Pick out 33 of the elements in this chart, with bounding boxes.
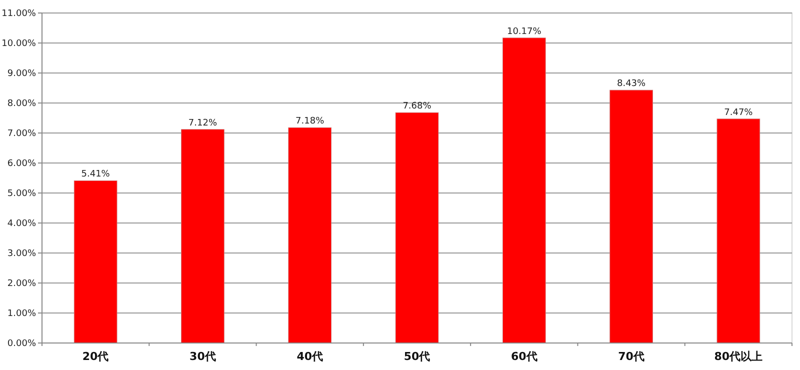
data-label: 7.12%	[188, 118, 218, 128]
y-tick-label: 1.00%	[7, 309, 36, 320]
x-tick-label: 20代	[82, 350, 109, 363]
data-label: 7.47%	[724, 108, 754, 118]
data-label: 7.68%	[402, 102, 432, 112]
x-tick-label: 70代	[618, 350, 644, 363]
data-label: 7.18%	[296, 116, 325, 127]
bar	[181, 129, 224, 344]
data-label: 5.41%	[81, 170, 110, 180]
bar	[288, 127, 332, 344]
x-tick-label: 60代	[510, 350, 538, 363]
y-tick-label: 5.00%	[7, 189, 36, 200]
y-tick-label: 10.00%	[2, 39, 36, 50]
x-tick-label: 50代	[404, 350, 430, 363]
y-tick-label: 11.00%	[2, 9, 36, 20]
y-tick-label: 0.00%	[7, 339, 36, 350]
bar	[716, 118, 760, 344]
x-tick-label: 40代	[296, 350, 324, 363]
y-tick-label: 2.00%	[7, 279, 36, 290]
x-tick-label: 30代	[190, 350, 216, 363]
data-label: 10.17%	[506, 26, 542, 37]
y-tick-label: 8.00%	[7, 99, 36, 110]
y-tick-label: 3.00%	[7, 249, 36, 260]
y-tick-label: 9.00%	[7, 69, 36, 80]
x-tick-label: 80代以上	[714, 350, 763, 363]
bar	[74, 180, 118, 344]
bar	[610, 90, 653, 344]
y-tick-label: 6.00%	[7, 159, 36, 170]
bar	[395, 112, 439, 344]
y-tick-label: 7.00%	[7, 129, 36, 140]
bar	[502, 38, 546, 344]
data-label: 8.43%	[616, 79, 646, 90]
y-tick-label: 4.00%	[7, 219, 36, 230]
